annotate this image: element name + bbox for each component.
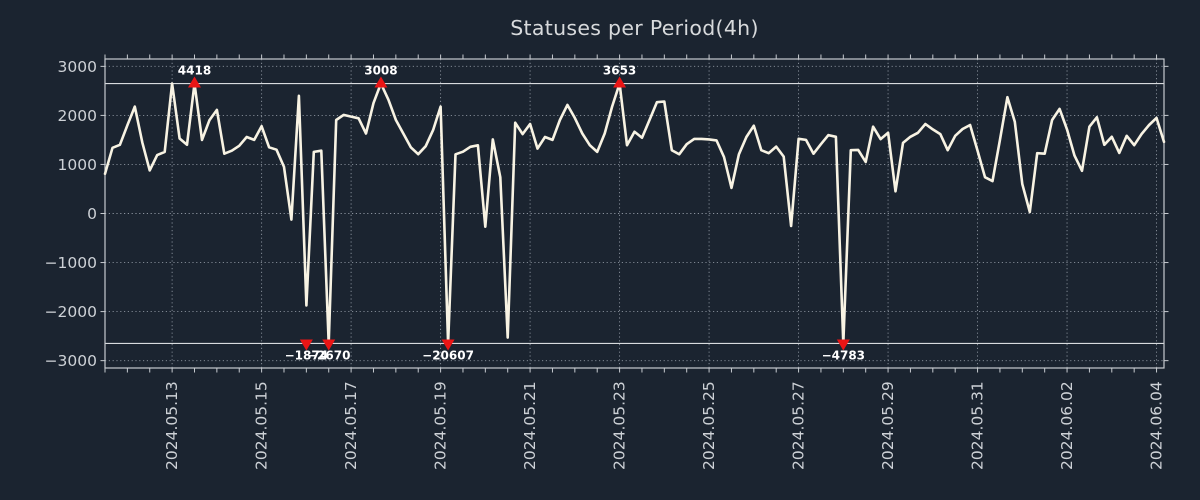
y-tick-label: 2000 bbox=[58, 107, 97, 125]
x-tick-label: 2024.06.04 bbox=[1148, 381, 1166, 470]
peak-marker-icon bbox=[187, 76, 201, 88]
y-tick-label: −3000 bbox=[45, 352, 97, 370]
extreme-value-label: −1874 bbox=[285, 348, 328, 362]
extreme-value-label: 3008 bbox=[364, 64, 397, 78]
x-tick-label: 2024.05.27 bbox=[790, 381, 808, 470]
y-tick-label: 3000 bbox=[58, 58, 97, 76]
x-tick-label: 2024.06.02 bbox=[1058, 381, 1076, 470]
trough-marker-icon bbox=[836, 339, 850, 351]
x-tick-label: 2024.05.15 bbox=[253, 381, 271, 470]
data-line bbox=[103, 82, 1166, 345]
x-tick-label: 2024.05.17 bbox=[342, 381, 360, 470]
trough-marker-icon bbox=[322, 339, 336, 351]
x-tick-label: 2024.05.23 bbox=[611, 381, 629, 470]
extreme-value-label: −2670 bbox=[307, 348, 350, 362]
trough-marker-icon bbox=[299, 339, 313, 351]
extreme-value-label: 3653 bbox=[603, 64, 636, 78]
x-tick-label: 2024.05.19 bbox=[432, 381, 450, 470]
x-tick-label: 2024.05.21 bbox=[521, 381, 539, 470]
y-tick-label: 0 bbox=[87, 205, 97, 223]
x-tick-label: 2024.05.13 bbox=[163, 381, 181, 470]
extreme-value-label: −20607 bbox=[422, 348, 474, 362]
chart-title: Statuses per Period(4h) bbox=[510, 16, 759, 40]
extreme-value-label: 4418 bbox=[178, 64, 211, 78]
y-tick-label: −2000 bbox=[45, 303, 97, 321]
y-tick-label: −1000 bbox=[45, 254, 97, 272]
extreme-value-label: −4783 bbox=[822, 348, 865, 362]
x-tick-label: 2024.05.25 bbox=[700, 381, 718, 470]
x-tick-label: 2024.05.31 bbox=[969, 381, 987, 470]
peak-marker-icon bbox=[613, 76, 627, 88]
trough-marker-icon bbox=[441, 339, 455, 351]
x-tick-label: 2024.05.29 bbox=[879, 381, 897, 470]
peak-marker-icon bbox=[374, 76, 388, 88]
y-tick-label: 1000 bbox=[58, 156, 97, 174]
